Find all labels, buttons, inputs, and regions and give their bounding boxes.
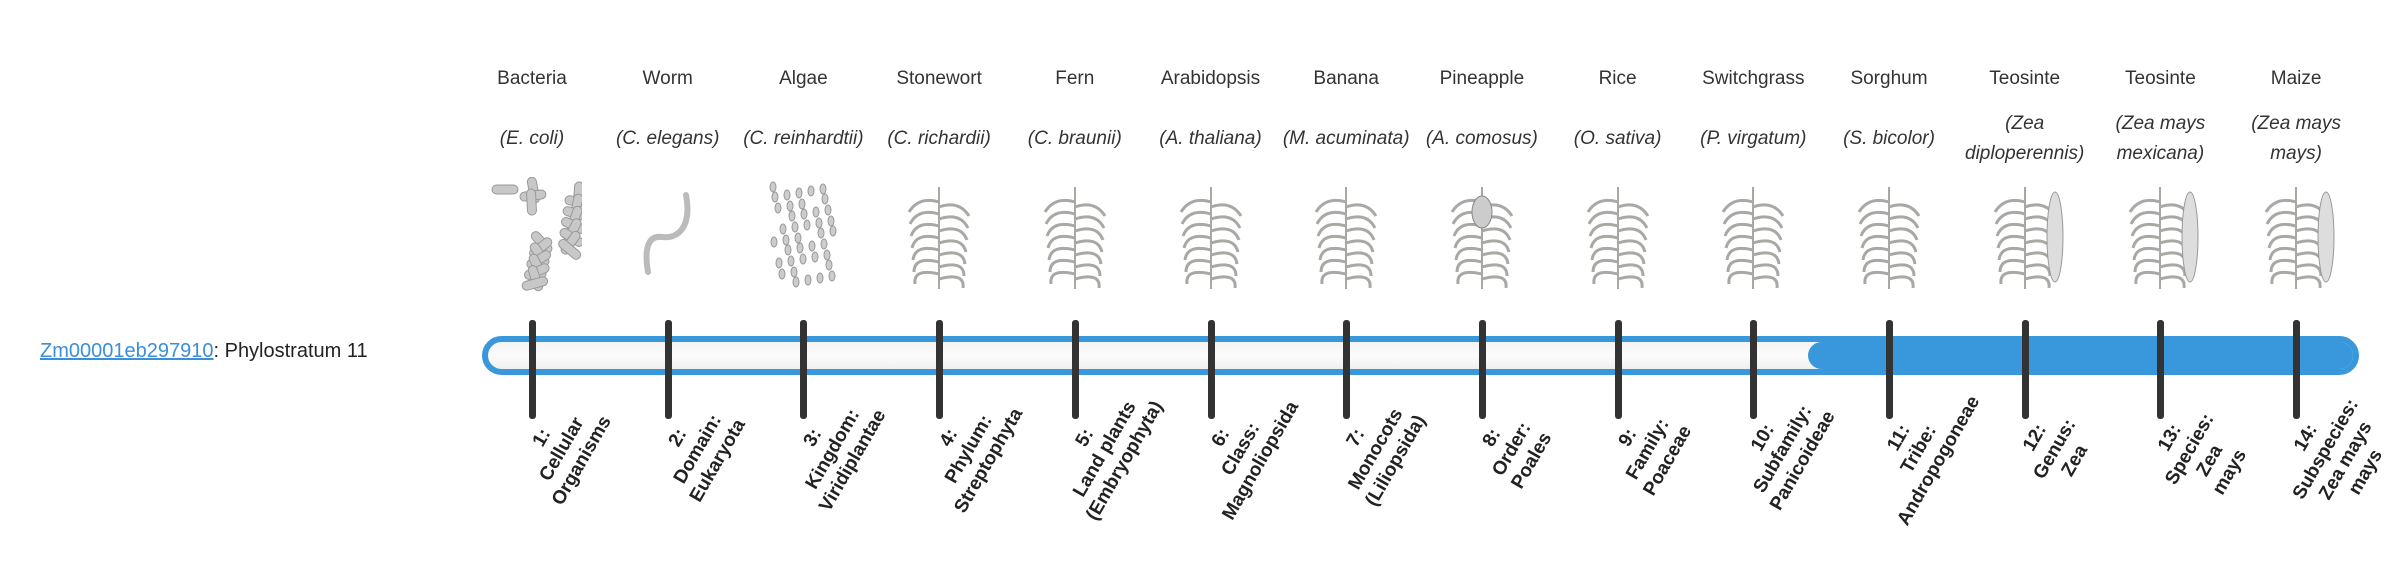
- stratum-tick: [529, 320, 536, 419]
- scientific-name-text: (S. bicolor): [1843, 128, 1935, 149]
- scientific-name-text: (P. virgatum): [1700, 128, 1807, 149]
- scientific-name-text: (C. richardii): [887, 128, 991, 149]
- phylostratum-text: : Phylostratum 11: [213, 340, 368, 362]
- scientific-name-text: (A. comosus): [1425, 128, 1538, 149]
- stonewort-icon: [889, 177, 989, 295]
- phylostratum-bar-fill: [1807, 342, 2353, 369]
- maize-icon: [2246, 177, 2346, 295]
- stratum-label: 2: Domain: Eukaryota: [630, 367, 765, 531]
- scientific-name-text: (O. sativa): [1573, 128, 1662, 149]
- organism-common-name: Fern: [1055, 68, 1095, 89]
- stratum-label: 11: Tribe: Andropogoneae: [1852, 367, 1987, 531]
- organism-common-name: Teosinte: [2125, 68, 2196, 89]
- stratum-tick: [2157, 320, 2165, 419]
- sorghum-icon: [1839, 177, 1939, 295]
- gene-link[interactable]: Zm00001eb297910: [40, 340, 214, 362]
- stratum-tick: [1343, 320, 1351, 419]
- scientific-name-text: (M. acuminata): [1282, 128, 1410, 149]
- stratum-label: 7: Monocots (Liliopsida): [1309, 367, 1444, 531]
- organism-common-name: Worm: [642, 68, 693, 89]
- phylostratum-bar: [482, 336, 2359, 375]
- stratum-label: 1: Cellular Organisms: [495, 367, 630, 531]
- stratum-tick: [2021, 320, 2029, 419]
- organism-common-name: Switchgrass: [1702, 68, 1805, 89]
- scientific-name-text: (Zea mays mexicana): [2115, 113, 2206, 164]
- algae-icon: [753, 177, 853, 295]
- organism-common-name: Maize: [2270, 68, 2322, 89]
- organism-scientific-name: (E. coli): [464, 108, 600, 170]
- pineapple-icon: [1432, 177, 1532, 295]
- organism-common-name: Algae: [779, 68, 828, 89]
- rice-icon: [1568, 177, 1668, 295]
- stratum-tick: [936, 320, 944, 419]
- organism-scientific-name: (S. bicolor): [1821, 108, 1957, 170]
- scientific-name-text: (C. braunii): [1027, 128, 1122, 149]
- organism-common-name: Banana: [1313, 68, 1379, 89]
- teosinte-icon: [1975, 177, 2075, 295]
- stratum-tick: [1750, 320, 1758, 419]
- organism-common-name: Teosinte: [1989, 68, 2061, 89]
- stratum-tick: [1886, 320, 1893, 419]
- bacteria-icon: [482, 176, 592, 295]
- stratum-tick: [1478, 320, 1486, 419]
- stratum-label: 9: Family: Poaceae: [1580, 367, 1715, 531]
- organism-scientific-name: (Zea mays mexicana): [2092, 108, 2228, 170]
- stratum-label: 3: Kingdom: Viridiplantae: [766, 367, 901, 531]
- organism-scientific-name: (Zea mays mays): [2228, 108, 2364, 170]
- organism-common-name: Stonewort: [896, 68, 982, 89]
- fern-icon: [1025, 177, 1125, 295]
- banana-plant-icon: [1296, 177, 1396, 295]
- stratum-tick: [1071, 320, 1079, 419]
- stratum-tick: [800, 320, 808, 419]
- arabidopsis-icon: [1161, 177, 1261, 295]
- organism-common-name: Arabidopsis: [1160, 68, 1261, 89]
- organism-common-name: Bacteria: [497, 68, 567, 89]
- stratum-label: 6: Class: Magnoliopsida: [1173, 367, 1308, 531]
- organism-scientific-name: (Zea diploperennis): [1957, 108, 2093, 170]
- stratum-label: 4: Phylum: Streptophyta: [902, 367, 1037, 531]
- scientific-name-text: (Zea mays mays): [2251, 113, 2341, 164]
- organism-common-name: Pineapple: [1439, 68, 1525, 89]
- organism-scientific-name: (C. richardii): [871, 108, 1007, 170]
- stratum-tick: [2293, 320, 2301, 419]
- organism-scientific-name: (A. comosus): [1414, 108, 1550, 170]
- stratum-tick: [664, 320, 672, 419]
- teosinte-icon: [2110, 177, 2210, 295]
- organism-scientific-name: (C. reinhardtii): [735, 108, 871, 170]
- stratum-label: 5: Land plants (Embryophyta): [1037, 367, 1172, 531]
- organism-scientific-name: (M. acuminata): [1278, 108, 1414, 170]
- organism-scientific-name: (C. braunii): [1007, 108, 1143, 170]
- organism-scientific-name: (C. elegans): [600, 108, 736, 170]
- stratum-label: 10: Subfamily: Panicoideae: [1716, 367, 1851, 531]
- switchgrass-icon: [1703, 177, 1803, 295]
- gene-label: Zm00001eb297910: Phylostratum 11: [40, 340, 368, 363]
- worm-icon: [618, 177, 718, 295]
- stratum-label: 12: Genus: Zea: [1987, 367, 2122, 531]
- scientific-name-text: (C. elegans): [615, 128, 720, 149]
- stratum-label: 8: Order: Poales: [1444, 367, 1579, 531]
- stratum-label: 14: Subspecies: Zea mays mays: [2259, 367, 2400, 543]
- scientific-name-text: (C. reinhardtii): [743, 128, 864, 149]
- organism-common-name: Rice: [1598, 68, 1637, 89]
- organism-scientific-name: (O. sativa): [1550, 108, 1686, 170]
- scientific-name-text: (E. coli): [499, 128, 565, 149]
- stratum-tick: [1614, 320, 1622, 419]
- organism-scientific-name: (P. virgatum): [1685, 108, 1821, 170]
- organism-common-name: Sorghum: [1850, 68, 1928, 89]
- scientific-name-text: (A. thaliana): [1159, 128, 1262, 149]
- stratum-tick: [1207, 320, 1215, 419]
- organism-scientific-name: (A. thaliana): [1143, 108, 1279, 170]
- scientific-name-text: (Zea diploperennis): [1965, 113, 2085, 164]
- stratum-label: 13: Species: Zea mays: [2123, 367, 2278, 543]
